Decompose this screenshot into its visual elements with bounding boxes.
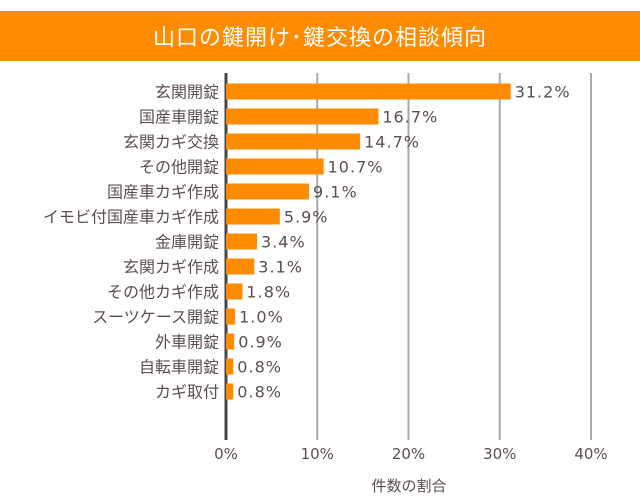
bar [226,283,243,300]
x-tick-label: 0% [214,445,238,463]
category-label: カギ取付 [155,383,219,402]
data-label: 0.9% [238,333,283,352]
category-label: その他開錠 [139,158,219,177]
data-label: 5.9% [284,208,329,227]
data-label: 1.8% [246,283,291,302]
x-tick-label: 40% [574,445,607,463]
x-axis-label: 件数の割合 [371,477,446,495]
bar [226,358,234,375]
data-label: 16.7% [382,108,438,127]
category-label: 自転車開錠 [139,358,219,377]
bar [226,133,361,150]
bar [226,333,235,350]
category-label: 玄関カギ交換 [123,133,219,152]
category-label: スーツケース開錠 [92,308,219,327]
bar [226,158,324,175]
bar [226,233,258,250]
data-label: 1.0% [239,308,284,327]
x-tick-label: 30% [483,445,516,463]
data-label: 10.7% [328,158,384,177]
x-tick-label: 20% [392,445,425,463]
x-tick-labels: 0% 10% 20% 30% 40% [214,445,608,463]
category-label: 金庫開錠 [155,233,219,252]
data-label: 9.1% [313,183,358,202]
category-label: その他カギ作成 [107,283,219,302]
data-label: 0.8% [237,358,282,377]
data-label: 0.8% [237,383,282,402]
bar [226,183,310,200]
bar [226,383,234,400]
data-label: 14.7% [364,133,420,152]
bar [226,83,511,100]
bars: 31.2% 16.7% 14.7% 10.7% 9.1% 5.9% 3.4% 3.1% 1.8%… [226,83,571,402]
data-label: 31.2% [515,83,571,102]
data-label: 3.1% [258,258,303,277]
category-labels: 玄関開錠国産車開錠玄関カギ交換その他開錠国産車カギ作成イモビ付国産車カギ作成金庫… [43,83,219,402]
data-label: 3.4% [261,233,306,252]
bar [226,208,280,225]
bar [226,258,255,275]
title-bar: 山口の鍵開け･鍵交換の相談傾向 [0,11,640,61]
chart-title: 山口の鍵開け･鍵交換の相談傾向 [152,26,487,51]
category-label: 玄関開錠 [155,83,219,102]
category-label: イモビ付国産車カギ作成 [43,208,219,227]
category-label: 玄関カギ作成 [123,258,219,277]
category-label: 外車開錠 [155,333,219,352]
category-label: 国産車開錠 [139,108,219,127]
bar [226,308,236,325]
x-tick-label: 10% [301,445,334,463]
bar [226,108,379,125]
category-label: 国産車カギ作成 [107,183,219,202]
